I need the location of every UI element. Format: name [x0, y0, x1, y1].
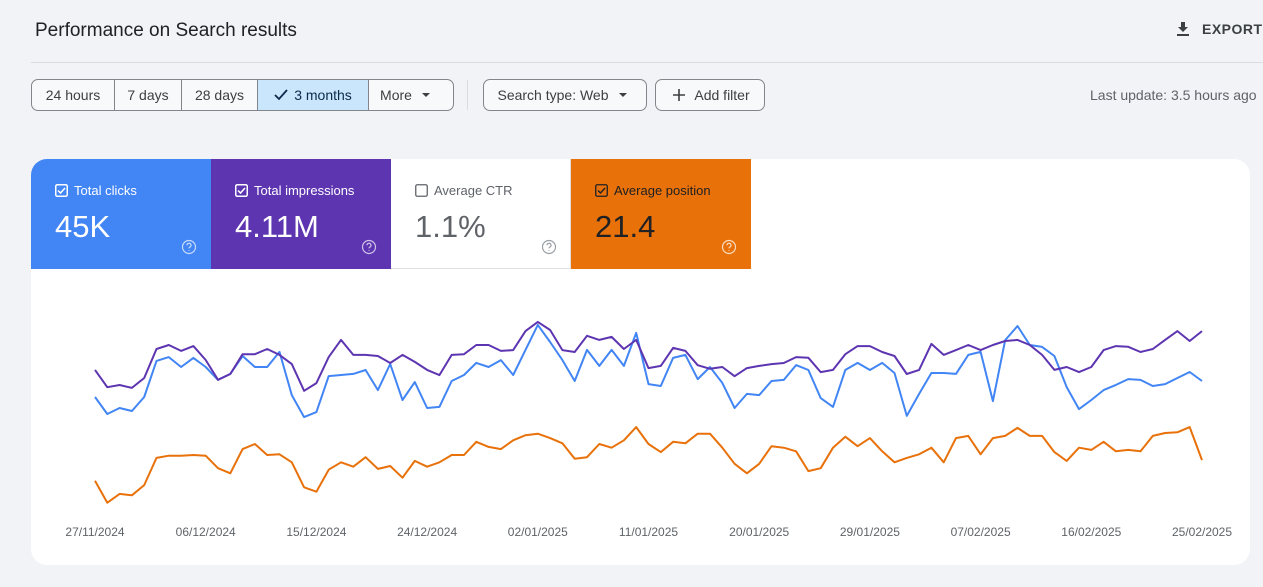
range-label: 7 days [127, 87, 169, 103]
range-button[interactable]: 28 days [182, 80, 258, 110]
dropdown-arrow [421, 93, 430, 97]
x-tick-label: 07/02/2025 [951, 525, 1011, 539]
page-title: Performance on Search results [35, 20, 297, 41]
help-icon[interactable] [361, 239, 377, 255]
x-tick-label: 25/02/2025 [1172, 525, 1232, 539]
help-icon[interactable] [721, 239, 737, 255]
range-label: 3 months [294, 87, 352, 103]
checkbox [55, 184, 68, 197]
metric-tile[interactable]: Average position 21.4 [571, 159, 751, 269]
series-line [94, 323, 1203, 419]
range-button[interactable]: 24 hours [32, 80, 115, 110]
plus-icon [673, 89, 686, 101]
x-tick-label: 27/11/2024 [65, 525, 124, 539]
x-tick-label: 15/12/2024 [286, 525, 346, 539]
last-update: Last update: 3.5 hours ago [1090, 87, 1257, 103]
dropdown-arrow [618, 93, 627, 97]
range-label: More [380, 87, 412, 103]
export-label: EXPORT [1202, 21, 1263, 37]
x-tick-label: 29/01/2025 [840, 525, 900, 539]
search-type-label: Search type: Web [497, 87, 609, 103]
add-filter-button[interactable]: Add filter [655, 79, 765, 111]
metric-value: 45K [55, 209, 111, 244]
performance-card: Total clicks 45K Total impressions 4.11M… [31, 159, 1250, 565]
export-button[interactable]: EXPORT [1174, 20, 1263, 38]
checkbox [235, 184, 248, 197]
metric-tile[interactable]: Total impressions 4.11M [211, 159, 391, 269]
metric-value: 1.1% [415, 209, 486, 244]
checkbox [595, 184, 608, 197]
metric-tile[interactable]: Total clicks 45K [31, 159, 211, 269]
divider [467, 80, 468, 110]
add-filter-label: Add filter [694, 87, 750, 103]
x-tick-label: 24/12/2024 [397, 525, 457, 539]
separator [31, 62, 1263, 63]
range-label: 24 hours [45, 87, 101, 103]
metric-value: 21.4 [595, 209, 656, 244]
range-button[interactable]: 3 months [258, 80, 369, 110]
date-range-group: 24 hours 7 days 28 days 3 months More [31, 79, 454, 111]
help-icon[interactable] [541, 239, 557, 255]
metric-label: Average position [614, 183, 711, 198]
help-icon[interactable] [181, 239, 197, 255]
checkbox [415, 184, 428, 197]
x-tick-label: 11/01/2025 [619, 525, 678, 539]
series-line [94, 426, 1203, 504]
metric-tile[interactable]: Average CTR 1.1% [391, 159, 571, 269]
range-label: 28 days [194, 87, 245, 103]
metric-label: Total impressions [254, 183, 355, 198]
search-type-button[interactable]: Search type: Web [483, 79, 647, 111]
x-tick-label: 20/01/2025 [729, 525, 789, 539]
x-tick-label: 02/01/2025 [508, 525, 568, 539]
range-button[interactable]: More [369, 80, 453, 110]
range-button[interactable]: 7 days [115, 80, 182, 110]
x-tick-label: 16/02/2025 [1061, 525, 1121, 539]
x-tick-label: 06/12/2024 [176, 525, 236, 539]
metric-value: 4.11M [235, 209, 319, 244]
series-line [94, 320, 1203, 392]
metric-label: Average CTR [434, 183, 513, 198]
download-icon [1177, 22, 1189, 36]
metric-label: Total clicks [74, 183, 137, 198]
